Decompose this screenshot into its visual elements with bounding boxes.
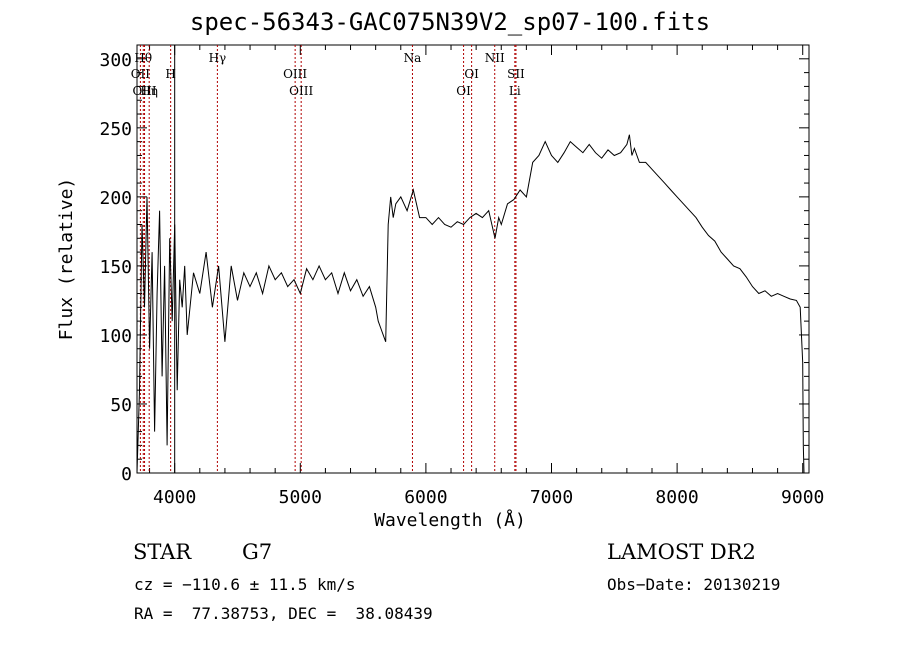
line-label-0: Hθ bbox=[134, 51, 152, 65]
line-label-13: Li bbox=[509, 84, 521, 98]
line-label-9: OI bbox=[456, 84, 471, 98]
plot-frame bbox=[136, 44, 810, 474]
line-label-4: H bbox=[165, 67, 175, 81]
y-tick-label-1: 50 bbox=[110, 395, 132, 416]
line-label-11: NII bbox=[485, 51, 505, 65]
y-tick-label-4: 200 bbox=[99, 188, 132, 209]
object-class: STAR bbox=[133, 540, 192, 564]
line-label-3: Hη bbox=[140, 84, 158, 98]
y-tick-label-5: 250 bbox=[99, 119, 132, 140]
x-tick-label-2: 6000 bbox=[404, 487, 447, 508]
line-label-8: Na bbox=[404, 51, 422, 65]
object-subclass: G7 bbox=[242, 540, 273, 564]
y-tick-label-2: 100 bbox=[99, 326, 132, 347]
y-tick-label-0: 0 bbox=[121, 464, 132, 485]
spectrum-line bbox=[136, 134, 805, 474]
x-tick-label-5: 9000 bbox=[781, 487, 824, 508]
chart-title: spec-56343-GAC075N39V2_sp07-100.fits bbox=[189, 8, 711, 36]
x-tick-label-0: 4000 bbox=[153, 487, 196, 508]
x-axis-label: Wavelength (Å) bbox=[374, 510, 526, 531]
x-tick-label-3: 7000 bbox=[530, 487, 573, 508]
y-tick-label-3: 150 bbox=[99, 257, 132, 278]
line-label-1: OII bbox=[131, 67, 151, 81]
line-label-10: OI bbox=[464, 67, 479, 81]
survey-name: LAMOST DR2 bbox=[607, 540, 756, 564]
plot-area: 4000 5000 6000 7000 8000 9000 0 50 100 150 200 250 3… bbox=[56, 44, 824, 508]
line-label-7: OIII bbox=[289, 84, 313, 98]
obs-date-readout: Obs−Date: 20130219 bbox=[607, 575, 781, 594]
line-label-6: OIII bbox=[283, 67, 307, 81]
redshift-readout: cz = −110.6 ± 11.5 km/s bbox=[134, 575, 356, 594]
y-tick-label-6: 300 bbox=[99, 50, 132, 71]
x-tick-label-4: 8000 bbox=[655, 487, 698, 508]
x-tick-label-1: 5000 bbox=[279, 487, 322, 508]
line-label-5: Hγ bbox=[209, 51, 227, 65]
line-label-2: OIII bbox=[133, 84, 157, 98]
y-axis-label: Flux (relative) bbox=[56, 178, 77, 341]
coords-readout: RA = 77.38753, DEC = 38.08439 bbox=[134, 604, 433, 623]
line-label-12: SII bbox=[507, 67, 525, 81]
